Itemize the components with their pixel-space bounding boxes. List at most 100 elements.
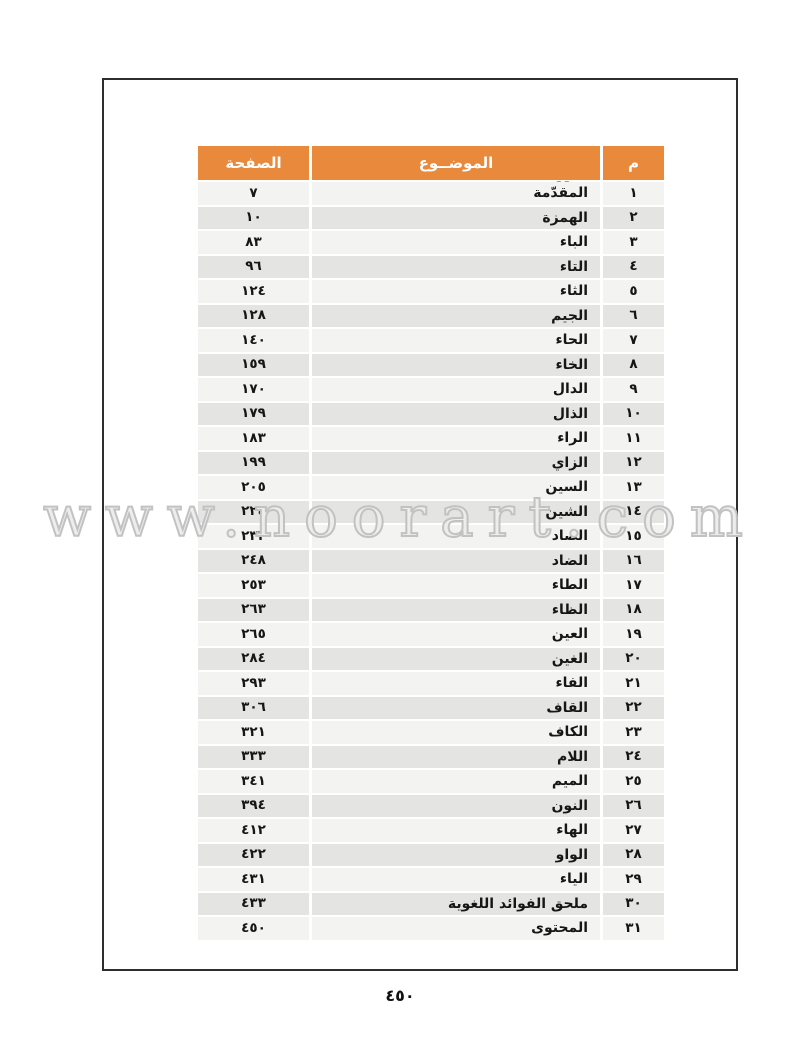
cell-serial: ١٣ bbox=[603, 476, 664, 499]
table-row: ١ المقدّمة ٧ bbox=[198, 182, 664, 205]
cell-serial: ٥ bbox=[603, 280, 664, 303]
table-row: ١٧ الطاء ٢٥٣ bbox=[198, 574, 664, 597]
table-row: ١٨ الظاء ٢٦٣ bbox=[198, 598, 664, 621]
table-row: ٤ التاء ٩٦ bbox=[198, 255, 664, 278]
cell-serial: ٢٨ bbox=[603, 843, 664, 866]
cell-page: ٣٠٦ bbox=[198, 696, 309, 719]
cell-page: ٤١٢ bbox=[198, 819, 309, 842]
cell-page: ٣٣٣ bbox=[198, 745, 309, 768]
cell-subject: الكاف bbox=[312, 721, 600, 744]
cell-subject: الصاد bbox=[312, 525, 600, 548]
cell-page: ١٧٩ bbox=[198, 402, 309, 425]
cell-subject: السين bbox=[312, 476, 600, 499]
cell-subject: الزاي bbox=[312, 451, 600, 474]
table-row: ٢١ الفاء ٢٩٣ bbox=[198, 672, 664, 695]
table-row: ٢٠ الغين ٢٨٤ bbox=[198, 647, 664, 670]
cell-page: ٤٥٠ bbox=[198, 917, 309, 940]
cell-subject: النون bbox=[312, 794, 600, 817]
table-row: ١٥ الصاد ٢٣٢ bbox=[198, 525, 664, 548]
cell-page: ٢٥٣ bbox=[198, 574, 309, 597]
table-row: ١٩ العين ٢٦٥ bbox=[198, 623, 664, 646]
cell-page: ١٢٤ bbox=[198, 280, 309, 303]
cell-serial: ٧ bbox=[603, 329, 664, 352]
table-row: ٢ الهمزة ١٠ bbox=[198, 206, 664, 229]
cell-page: ٧ bbox=[198, 182, 309, 205]
cell-serial: ٣١ bbox=[603, 917, 664, 940]
cell-subject: الياء bbox=[312, 868, 600, 891]
cell-serial: ٢ bbox=[603, 206, 664, 229]
cell-page: ٣٤١ bbox=[198, 770, 309, 793]
cell-page: ٢٤٨ bbox=[198, 549, 309, 572]
cell-page: ١٠ bbox=[198, 206, 309, 229]
cell-serial: ٩ bbox=[603, 378, 664, 401]
cell-page: ٣٢١ bbox=[198, 721, 309, 744]
page-footer-number: ٤٥٠ bbox=[385, 986, 415, 1005]
cell-page: ٤٢٢ bbox=[198, 843, 309, 866]
cell-subject: الدال bbox=[312, 378, 600, 401]
table-row: ١٦ الضاد ٢٤٨ bbox=[198, 549, 664, 572]
cell-page: ٤٣٣ bbox=[198, 892, 309, 915]
cell-serial: ٣ bbox=[603, 231, 664, 254]
cell-serial: ١٢ bbox=[603, 451, 664, 474]
cell-page: ٢٢٤ bbox=[198, 500, 309, 523]
table-row: ٥ الثاء ١٢٤ bbox=[198, 280, 664, 303]
table-row: ٢٧ الهاء ٤١٢ bbox=[198, 819, 664, 842]
table-row: ٧ الحاء ١٤٠ bbox=[198, 329, 664, 352]
cell-page: ١٢٨ bbox=[198, 304, 309, 327]
cell-serial: ٢١ bbox=[603, 672, 664, 695]
cell-serial: ١٤ bbox=[603, 500, 664, 523]
cell-page: ٢٣٢ bbox=[198, 525, 309, 548]
cell-page: ٢٨٤ bbox=[198, 647, 309, 670]
cell-serial: ١٦ bbox=[603, 549, 664, 572]
cell-page: ٣٩٤ bbox=[198, 794, 309, 817]
cell-subject: الطاء bbox=[312, 574, 600, 597]
cell-subject: التاء bbox=[312, 255, 600, 278]
cell-subject: الذال bbox=[312, 402, 600, 425]
cell-serial: ٢٥ bbox=[603, 770, 664, 793]
cell-serial: ٢٠ bbox=[603, 647, 664, 670]
cell-serial: ٢٣ bbox=[603, 721, 664, 744]
table-header-row: م الموضــوع الصفحة bbox=[198, 146, 664, 180]
table-row: ١١ الراء ١٨٣ bbox=[198, 427, 664, 450]
table-row: ٣٠ ملحق الفوائد اللغوية ٤٣٣ bbox=[198, 892, 664, 915]
cell-page: ١٩٩ bbox=[198, 451, 309, 474]
table-row: ٣١ المحتوى ٤٥٠ bbox=[198, 917, 664, 940]
cell-serial: ٤ bbox=[603, 255, 664, 278]
cell-page: ١٧٠ bbox=[198, 378, 309, 401]
cell-subject: الميم bbox=[312, 770, 600, 793]
table-row: ١٢ الزاي ١٩٩ bbox=[198, 451, 664, 474]
cell-subject: اللام bbox=[312, 745, 600, 768]
cell-subject: الباء bbox=[312, 231, 600, 254]
cell-serial: ٦ bbox=[603, 304, 664, 327]
cell-subject: الحاء bbox=[312, 329, 600, 352]
cell-serial: ٢٩ bbox=[603, 868, 664, 891]
table-row: ١٠ الذال ١٧٩ bbox=[198, 402, 664, 425]
cell-subject: الهمزة bbox=[312, 206, 600, 229]
cell-subject: الثاء bbox=[312, 280, 600, 303]
cell-page: ٢٦٥ bbox=[198, 623, 309, 646]
cell-subject: ملحق الفوائد اللغوية bbox=[312, 892, 600, 915]
cell-serial: ١١ bbox=[603, 427, 664, 450]
cell-subject: الفاء bbox=[312, 672, 600, 695]
cell-serial: ١٥ bbox=[603, 525, 664, 548]
table-row: ٢٣ الكاف ٣٢١ bbox=[198, 721, 664, 744]
cell-page: ٢٩٣ bbox=[198, 672, 309, 695]
cell-serial: ٢٧ bbox=[603, 819, 664, 842]
cell-subject: الغين bbox=[312, 647, 600, 670]
table-row: ٣ الباء ٨٣ bbox=[198, 231, 664, 254]
cell-serial: ٢٦ bbox=[603, 794, 664, 817]
cell-page: ٩٦ bbox=[198, 255, 309, 278]
column-header-subject: الموضــوع bbox=[312, 146, 600, 180]
table-row: ٢٩ الياء ٤٣١ bbox=[198, 868, 664, 891]
cell-page: ٢٦٣ bbox=[198, 598, 309, 621]
cell-serial: ٣٠ bbox=[603, 892, 664, 915]
table-row: ١٤ الشين ٢٢٤ bbox=[198, 500, 664, 523]
column-header-serial: م bbox=[603, 146, 664, 180]
cell-subject: المحتوى bbox=[312, 917, 600, 940]
table-row: ٢٨ الواو ٤٢٢ bbox=[198, 843, 664, 866]
cell-page: ٢٠٥ bbox=[198, 476, 309, 499]
table-row: ٢٥ الميم ٣٤١ bbox=[198, 770, 664, 793]
table-row: ٩ الدال ١٧٠ bbox=[198, 378, 664, 401]
cell-subject: الخاء bbox=[312, 353, 600, 376]
cell-serial: ٨ bbox=[603, 353, 664, 376]
